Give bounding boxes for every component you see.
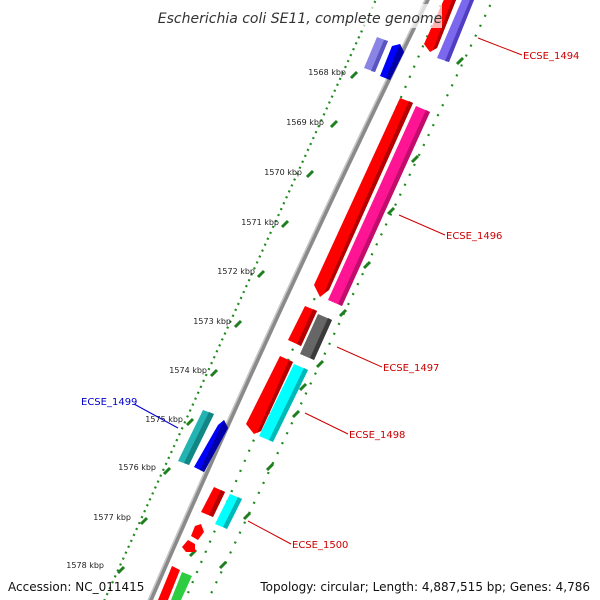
gene-track-tick: [218, 560, 228, 570]
gene-label-ecse-1500[interactable]: ECSE_1500: [292, 540, 348, 551]
gene-arrow-shade: [324, 101, 413, 293]
gene-bottom-red[interactable]: [158, 566, 180, 600]
gene-arrow[interactable]: [182, 540, 195, 552]
gene-track-tick: [455, 56, 465, 66]
ruler-label-1578-kbp: 1578 kbp: [66, 561, 104, 570]
ruler-tick: [280, 219, 290, 229]
gene-arrow-shade: [184, 412, 214, 465]
gene-track-tick: [265, 462, 275, 472]
gene-track-tick: [242, 511, 252, 521]
ruler-labels: 1568 kbp 1569 kbp 1570 kbp 1571 kbp 1572…: [66, 68, 346, 570]
gene-arrow-shade: [223, 497, 242, 529]
gene-arrow-shade: [269, 368, 308, 442]
gene-arrow[interactable]: [191, 524, 204, 540]
gene-bottom-green[interactable]: [171, 572, 192, 600]
gene-arrow-shade: [310, 318, 332, 360]
ruler-tick: [209, 368, 219, 378]
gene-arrow-shade: [257, 360, 293, 433]
gene-label-ecse-1499[interactable]: ECSE_1499: [81, 397, 137, 408]
ruler-label-1575-kbp: 1575 kbp: [145, 415, 183, 424]
gene-arrow[interactable]: [288, 306, 317, 346]
gene-track-tick: [338, 308, 348, 318]
gene-label-ecse-1497[interactable]: ECSE_1497: [383, 363, 439, 374]
gene-arrow-shade: [433, 0, 457, 50]
gene-ecse-1494[interactable]: [437, 0, 476, 62]
gene-arrow[interactable]: [158, 566, 180, 600]
gene-arrow[interactable]: [300, 314, 332, 360]
gene-track-tick: [291, 409, 301, 419]
gene-ecse-1499[interactable]: [178, 410, 214, 465]
gene-arrow[interactable]: [314, 98, 413, 297]
ruler-label-1573-kbp: 1573 kbp: [193, 317, 231, 326]
ruler-label-1568-kbp: 1568 kbp: [308, 68, 346, 77]
ruler-label-1577-kbp: 1577 kbp: [93, 513, 131, 522]
gene-track-tick: [298, 382, 308, 392]
ruler-label-1574-kbp: 1574 kbp: [169, 366, 207, 375]
gene-arrow[interactable]: [259, 364, 308, 442]
leader-ecse-1499: [133, 403, 179, 429]
genome-backbone: [147, 0, 430, 600]
ruler-label-1576-kbp: 1576 kbp: [118, 463, 156, 472]
gene-track-tick: [362, 260, 372, 270]
leader-ecse-1496: [398, 214, 446, 236]
ruler-ticks: [116, 70, 359, 575]
gene-label-ecse-1496[interactable]: ECSE_1496: [446, 231, 502, 242]
gene-track-tick: [410, 154, 420, 164]
ruler-tick: [256, 269, 266, 279]
ruler-label-1571-kbp: 1571 kbp: [241, 218, 279, 227]
gene-ecse-1498-red[interactable]: [246, 356, 293, 434]
gene-ecse-1495b[interactable]: [380, 44, 404, 80]
gene-arrow-shade: [200, 420, 228, 472]
ruler-tick: [305, 169, 315, 179]
accession-text: Accession: NC_011415: [8, 580, 145, 594]
ruler-tick: [139, 516, 149, 526]
label-leaders: [133, 37, 523, 545]
ruler-tick: [162, 466, 172, 476]
gene-ecse-1496[interactable]: [328, 106, 430, 306]
ruler-tick: [349, 70, 359, 80]
gene-label-ecse-1498[interactable]: ECSE_1498: [349, 430, 405, 441]
title-backdrop: [158, 4, 442, 28]
gene-labels: ECSE_1494 ECSE_1496 ECSE_1497 ECSE_1498 …: [81, 51, 579, 551]
gene-arrow-shade: [338, 110, 430, 306]
gene-arrow[interactable]: [246, 356, 293, 434]
gene-arrow[interactable]: [328, 106, 430, 306]
gene-arrow-shade: [297, 309, 317, 346]
ruler-tick: [116, 565, 126, 575]
leader-ecse-1494: [477, 37, 523, 56]
gene-ecse-1495a[interactable]: [364, 37, 388, 72]
ruler-label-1570-kbp: 1570 kbp: [264, 168, 302, 177]
ruler-label-1572-kbp: 1572 kbp: [217, 267, 255, 276]
gene-label-ecse-1494[interactable]: ECSE_1494: [523, 51, 579, 62]
gene-arrow-shade: [386, 44, 404, 80]
gene-track-dotted-outer: [207, 0, 494, 600]
genome-summary-text: Topology: circular; Length: 4,887,515 bp…: [260, 580, 590, 594]
leader-ecse-1497: [336, 346, 383, 368]
map-title: Escherichia coli SE11, complete genome: [158, 11, 442, 27]
gene-ecse-1497[interactable]: [300, 314, 332, 360]
leader-ecse-1498: [304, 412, 349, 435]
gene-track-tick: [315, 359, 325, 369]
ruler-tick: [185, 417, 195, 427]
ruler-tick: [329, 119, 339, 129]
gene-ecse-1496-red[interactable]: [314, 98, 413, 297]
gene-ecse-1497-red[interactable]: [288, 306, 317, 346]
gene-arrow-shade: [445, 0, 474, 62]
leader-ecse-1500: [247, 520, 292, 545]
gene-ecse-1498[interactable]: [259, 364, 308, 442]
ruler-label-1569-kbp: 1569 kbp: [286, 118, 324, 127]
gene-arrow-shade: [209, 490, 225, 517]
gene-track-tick: [386, 206, 396, 216]
gene-ecse-1500[interactable]: [215, 494, 242, 529]
ruler-tick: [233, 319, 243, 329]
gene-arrow-shade: [371, 40, 388, 72]
gene-ecse-1499b[interactable]: [194, 420, 228, 472]
gene-small-red-1[interactable]: [191, 524, 204, 540]
gene-arrow[interactable]: [171, 572, 192, 600]
gene-small-red-2[interactable]: [182, 540, 195, 552]
ruler-dotted-line: [103, 0, 377, 600]
gene-ecse-1500-red[interactable]: [201, 487, 225, 517]
